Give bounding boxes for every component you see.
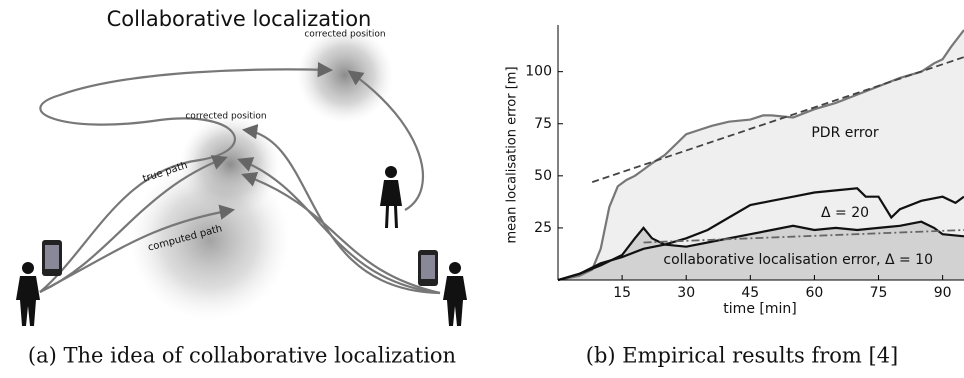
x-tick-label: 15 bbox=[613, 285, 631, 301]
y-axis-label: mean localisation error [m] bbox=[505, 66, 520, 243]
annotation: Δ = 20 bbox=[821, 205, 869, 221]
annotation: PDR error bbox=[811, 125, 879, 141]
x-tick-label: 60 bbox=[806, 285, 824, 301]
diagram-label: corrected position bbox=[304, 30, 385, 40]
caption: (b) Empirical results from [4] bbox=[586, 344, 899, 368]
x-tick-label: 45 bbox=[741, 285, 759, 301]
x-tick-label: 30 bbox=[677, 285, 695, 301]
x-tick-label: 75 bbox=[870, 285, 888, 301]
uncertainty-cloud bbox=[297, 27, 393, 123]
x-axis-label: time [min] bbox=[723, 301, 796, 317]
y-tick-label: 50 bbox=[534, 168, 552, 184]
annotation: collaborative localisation error, Δ = 10 bbox=[663, 252, 933, 268]
diagram-label: corrected position bbox=[185, 112, 266, 122]
caption: (a) The idea of collaborative localizati… bbox=[28, 344, 456, 368]
figure: Collaborative localization corrected pos… bbox=[0, 0, 964, 378]
y-tick-label: 25 bbox=[534, 220, 552, 236]
diagram: Collaborative localization corrected pos… bbox=[16, 7, 467, 326]
y-tick-label: 100 bbox=[525, 64, 552, 80]
x-tick-label: 90 bbox=[934, 285, 952, 301]
chart: 25 50 75 100 15 30 45 60 75 90 time [min] mean loca… bbox=[505, 25, 964, 317]
y-tick-label: 75 bbox=[534, 116, 552, 132]
diagram-title: Collaborative localization bbox=[107, 7, 372, 31]
